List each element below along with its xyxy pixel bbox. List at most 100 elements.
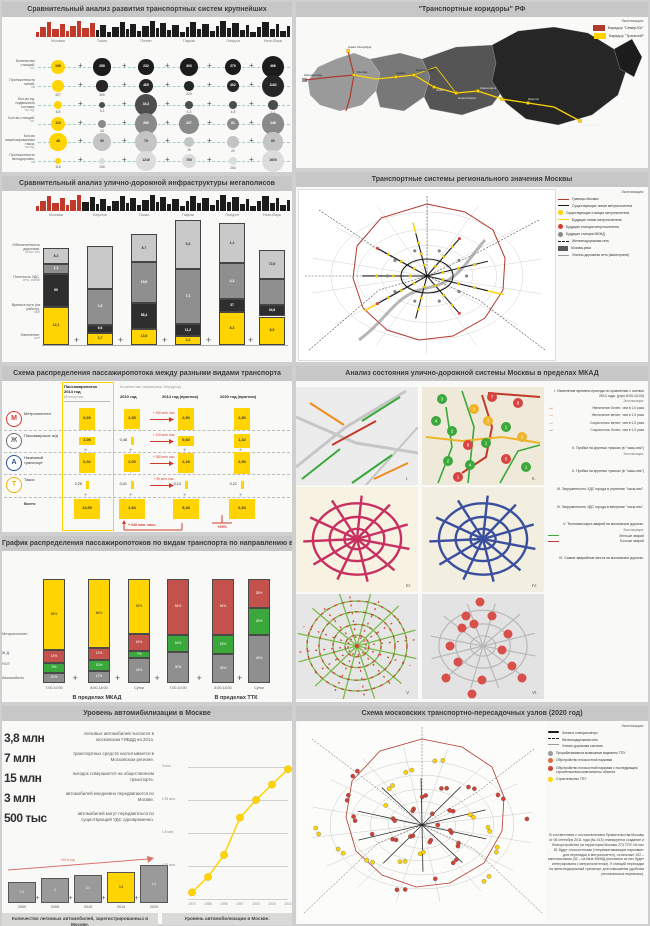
legend-label: Ж.Д. <box>2 651 11 655</box>
x-tick-label: 2005 <box>50 905 60 909</box>
bar-value: 8,5 <box>269 328 275 333</box>
legend-item: Меньше аварий <box>548 534 644 538</box>
flow-value-box <box>79 452 95 474</box>
legend-list: Линии и станции метро Железнодорожная сет… <box>548 731 644 782</box>
plus-mark: + <box>78 99 83 108</box>
legend-header: Экспликация: <box>621 724 644 728</box>
bubble-value: 402 <box>230 83 236 88</box>
svg-text:2: 2 <box>451 429 454 434</box>
bar-value: 66% <box>95 610 103 615</box>
bubble-value: 79 <box>144 139 148 144</box>
bar-value: 7% <box>136 651 142 656</box>
svg-text:Казань: Казань <box>396 71 406 75</box>
bar-value: 13% <box>50 653 58 658</box>
bubble-value: 116 <box>55 164 61 169</box>
svg-text:1: 1 <box>525 465 528 470</box>
note-sub: Экспликация. <box>623 452 644 457</box>
bubble-value: 306 <box>99 92 105 97</box>
plus-mark: + <box>154 673 160 683</box>
legend-item: Железнодорожная сеть <box>558 239 644 243</box>
legend-header: Экспликация: <box>621 19 644 23</box>
flow-col1-unit: Млн/сутки <box>64 394 110 402</box>
bubble-value: 270 <box>230 64 236 69</box>
legend-item: → Сократилось более, чем в 1,5 раза <box>548 427 644 433</box>
bar-value: 28% <box>255 590 263 595</box>
plus-mark: + <box>122 99 127 108</box>
plus-mark: + <box>248 335 254 345</box>
legend-item: Обустройство плоскостной парковки с посл… <box>548 765 644 774</box>
legend-label: Улично-дорожная система <box>562 744 603 749</box>
flow-value: 2,35 <box>128 416 136 421</box>
bar-value: 19,6 <box>140 280 148 285</box>
bar-segment <box>128 658 150 683</box>
map-index-label: II. <box>532 476 536 481</box>
mode-label: Всего <box>24 501 36 506</box>
bar-value: 13,5 <box>140 334 148 339</box>
stat-value: 500 тыс <box>4 811 47 825</box>
bar-segment <box>175 336 201 345</box>
bubble-value: 4,3 <box>186 109 192 114</box>
bubble <box>227 136 239 148</box>
analysis-note-block: IV. Загруженность УДС города в вечерние … <box>548 505 644 510</box>
plus-mark: + <box>78 61 83 70</box>
dot-icon <box>548 750 553 756</box>
bubble <box>226 117 240 131</box>
city-skyline <box>36 195 290 211</box>
total-delta-label: + 640 млн. пасс. <box>128 523 157 527</box>
axis-label-unit: млн <box>34 336 40 341</box>
bubble <box>135 131 157 153</box>
bar-segment <box>248 608 270 636</box>
bubble-value: 19 <box>187 148 191 153</box>
row-separator <box>4 452 290 453</box>
bubble <box>98 157 106 165</box>
plus-mark: + <box>129 493 133 499</box>
legend-item: Прорабатываются возможные варианты ТПУ <box>548 750 644 756</box>
bubble-value: 34,2 <box>142 102 150 107</box>
legend-label: Сократилось менее, чем в 1,5 раза <box>590 420 644 425</box>
flow-value: 0,10 <box>173 482 181 487</box>
y-tick-label: 3 млн. <box>162 764 172 769</box>
plus-mark: + <box>122 136 127 145</box>
bar-segment <box>88 660 110 671</box>
bar-value: 3 <box>54 888 56 893</box>
bar-value: 2,2 <box>185 338 191 343</box>
plus-mark: + <box>239 448 243 454</box>
bar-value: 3,8 <box>118 884 124 889</box>
legend-item: Железнодорожная сеть <box>548 737 644 742</box>
delta-label: + 90 млн. пас. <box>153 477 175 481</box>
stat-value: 15 млн <box>4 771 42 785</box>
note-title: IV. Загруженность УДС города в вечерние … <box>556 504 644 509</box>
arrow-icon: → <box>548 412 554 419</box>
bar-value: 10% <box>95 662 103 667</box>
legend-item: Москва-река <box>558 245 644 251</box>
stat-row: 500 тыс автомобилей могут передвигаться п… <box>4 811 154 825</box>
delta-label: + 280 млн. пас. <box>152 455 176 459</box>
flow-value: 6,02 <box>83 460 91 465</box>
axis-label-text: Население, <box>20 333 40 337</box>
map-index-label: VI. <box>532 690 538 695</box>
bar-value: 46% <box>255 656 263 661</box>
legend-swatch <box>592 25 605 31</box>
y-tick-label: 0 <box>162 896 164 901</box>
legend-item: → Сократилось менее, чем в 1,5 раза <box>548 420 644 426</box>
bubble-value: 1240 <box>142 158 150 163</box>
plus-mark: + <box>78 155 83 164</box>
bar-segment <box>88 647 110 661</box>
legend-label: Железнодорожная сеть <box>572 239 610 244</box>
bar-value: 8,7 <box>141 245 147 250</box>
legend-swatch <box>593 33 606 39</box>
legend-item: Коридор "Транссиб" <box>593 33 644 39</box>
svg-text:Санкт-Петербург: Санкт-Петербург <box>348 45 372 49</box>
plus-mark: + <box>68 895 73 902</box>
dot-icon <box>548 758 553 764</box>
svg-text:Омск: Омск <box>436 88 444 92</box>
flow-value: 5,48 <box>182 506 190 511</box>
svg-text:4: 4 <box>435 419 438 424</box>
gridline <box>188 767 288 768</box>
moscow-region-map: Экспликация: Границы Москвы Существующие л… <box>296 187 648 362</box>
map-index-label: IV. <box>532 583 538 588</box>
legend-item: Существующие станции метрополитена <box>558 210 644 216</box>
city-label: Париж <box>182 38 196 43</box>
bar-segment <box>43 248 69 265</box>
bubble-value: 327 <box>55 92 61 97</box>
